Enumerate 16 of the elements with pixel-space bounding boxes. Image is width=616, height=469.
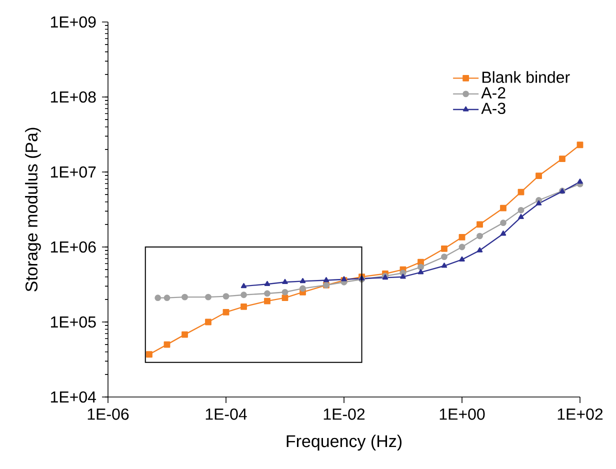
y-tick-label: 1E+07 [50,166,96,178]
y-axis-title: Storage modulus (Pa) [25,128,41,292]
x-axis-title: Frequency (Hz) [286,434,402,451]
legend-label: Blank binder [482,71,570,83]
legend-label: A-2 [481,87,506,98]
x-tick-label: 1E-06 [88,408,129,420]
y-tick-label: 1E+05 [50,316,96,328]
legend-label: A-3 [481,102,506,114]
y-tick-label: 1E+04 [50,391,96,403]
y-tick-label: 1E+06 [50,241,96,253]
x-tick-label: 1E-04 [206,408,247,420]
y-tick-label: 1E+08 [50,91,96,103]
x-tick-label: 1E+02 [558,408,603,420]
y-tick-label: 1E+09 [50,16,96,28]
x-tick-label: 1E+00 [440,408,485,420]
x-tick-label: 1E-02 [324,408,365,420]
